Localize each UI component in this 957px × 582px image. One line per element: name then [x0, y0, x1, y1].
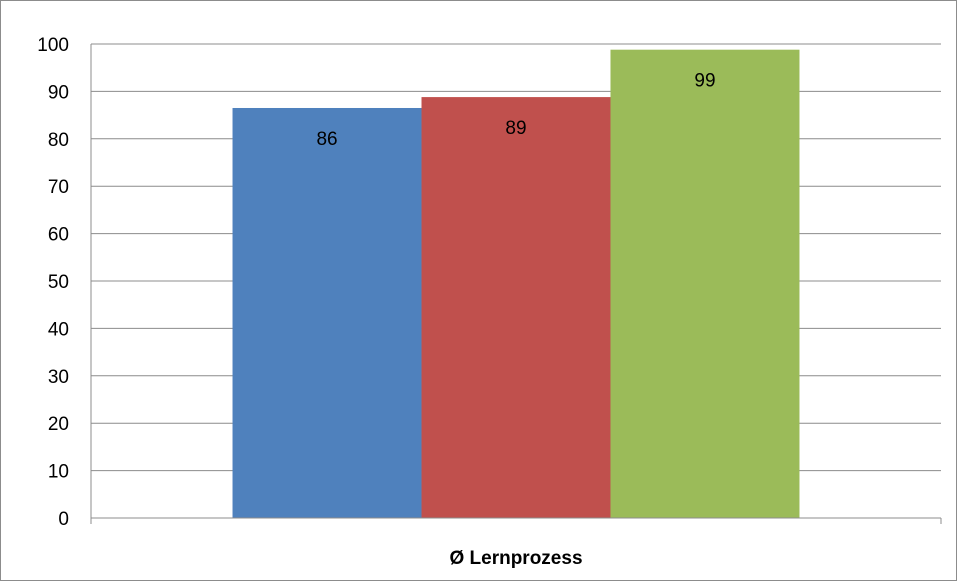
y-tick-label-40: 40	[48, 319, 69, 340]
y-tick-label-80: 80	[48, 130, 69, 151]
y-tick-label-90: 90	[48, 82, 69, 103]
category-label: Ø Lernprozess	[449, 548, 582, 569]
y-tick-label-70: 70	[48, 177, 69, 198]
bars	[232, 49, 800, 519]
bar-series-1	[232, 107, 422, 519]
y-tick-label-20: 20	[48, 414, 69, 435]
data-label-series-3: 99	[694, 71, 715, 92]
bar-series-2	[421, 97, 611, 518]
data-labels: 86 89 99	[316, 71, 715, 150]
y-tick-label-60: 60	[48, 225, 69, 246]
y-tick-label-50: 50	[48, 272, 69, 293]
bar-series-3	[610, 49, 800, 519]
x-axis-category-labels: Ø Lernprozess	[449, 548, 582, 569]
y-tick-label-10: 10	[48, 462, 69, 483]
y-tick-label-100: 100	[37, 35, 69, 56]
y-axis-tick-labels: 0 10 20 30 40 50 60 70 80 90 100	[37, 35, 69, 530]
y-tick-label-30: 30	[48, 367, 69, 388]
y-tick-label-0: 0	[58, 509, 69, 530]
data-label-series-1: 86	[316, 129, 337, 150]
axes	[90, 44, 942, 524]
data-label-series-2: 89	[505, 118, 526, 139]
